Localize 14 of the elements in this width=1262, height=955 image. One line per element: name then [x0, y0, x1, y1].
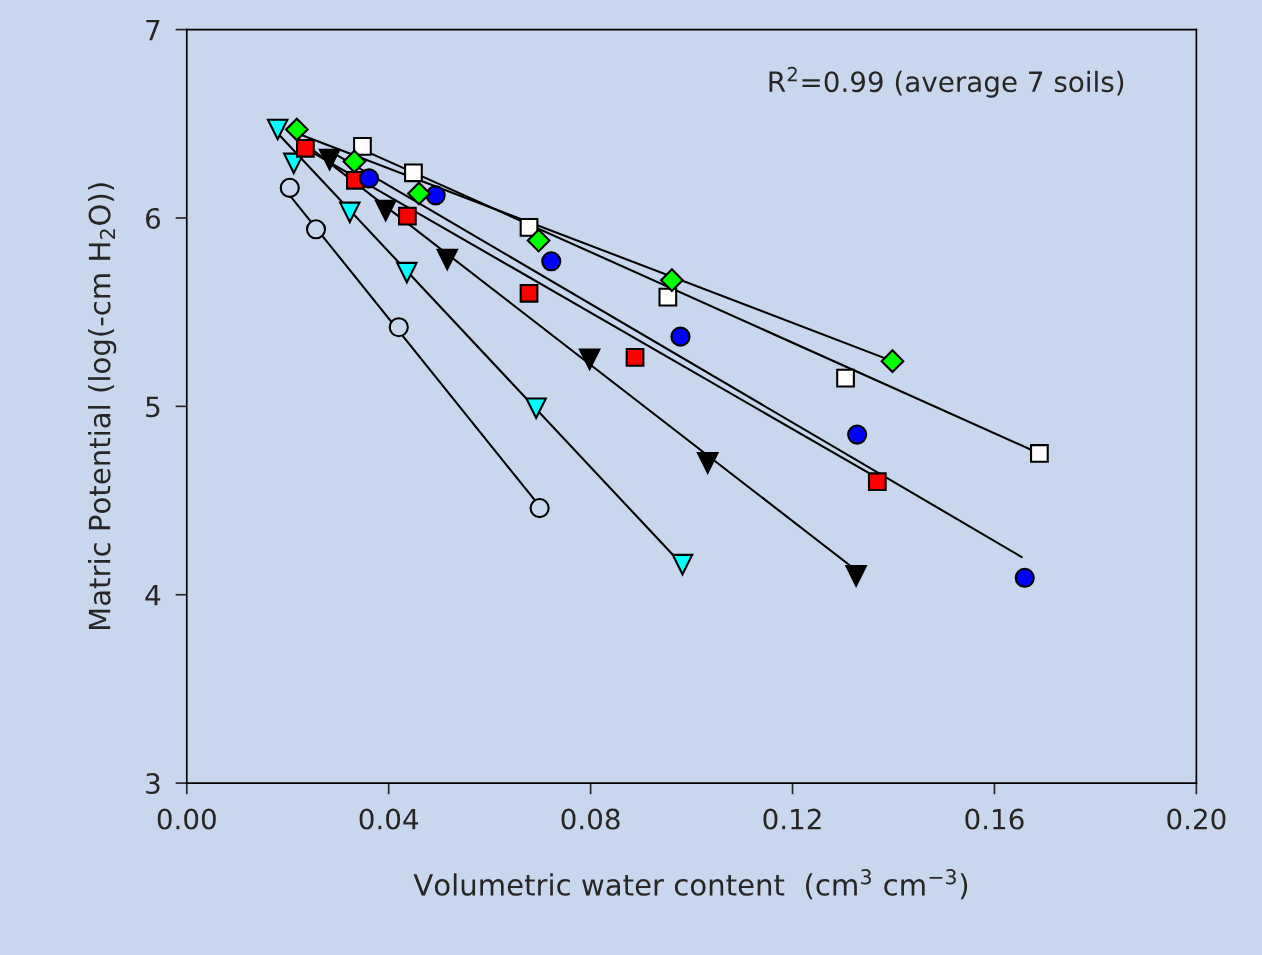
y-tick-label: 3	[146, 773, 160, 795]
y-axis-title: Matric Potential (log(-cm H$_{2}$O))	[88, 183, 117, 630]
x-tick-label: 0.08	[561, 808, 620, 830]
y-tick-label: 7	[146, 19, 160, 41]
y-tick-label: 5	[146, 396, 160, 418]
x-axis-title: Volumetric water content (cm$^{3}$ cm$^{−3}$)	[413, 869, 968, 900]
x-tick-label: 0.16	[965, 808, 1024, 830]
x-tick-label: 0.00	[157, 808, 216, 830]
x-tick-label: 0.12	[763, 808, 821, 830]
x-tick-label: 0.04	[359, 808, 419, 830]
x-tick-label: 0.20	[1167, 808, 1226, 830]
y-tick-label: 4	[145, 585, 161, 606]
y-tick-label: 6	[146, 207, 161, 229]
annotation: R$^{2}$=0.99 (average 7 soils)	[769, 66, 1124, 98]
